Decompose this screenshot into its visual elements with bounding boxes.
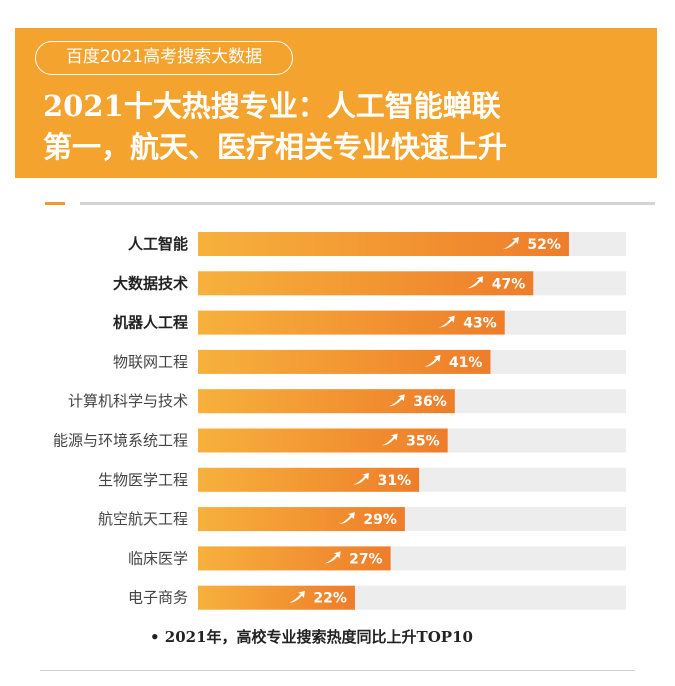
- category-label: 人工智能: [128, 235, 188, 253]
- headline-line-2: 第一，航天、医疗相关专业快速上升: [43, 130, 508, 164]
- bottom-divider: [40, 670, 635, 671]
- bar-9: [198, 546, 391, 571]
- trend-up-icon: [502, 237, 519, 249]
- category-label: 物联网工程: [113, 353, 188, 371]
- trend-up-icon: [338, 512, 355, 525]
- value-label: 27%: [349, 551, 383, 567]
- category-label: 航空航天工程: [98, 510, 188, 528]
- divider-line: [80, 202, 655, 205]
- bar-2: [198, 271, 534, 296]
- trend-up-icon: [388, 394, 405, 407]
- category-label: 生物医学工程: [98, 471, 188, 489]
- category-label: 大数据技术: [113, 274, 188, 292]
- footnote: • 2021年，高校专业搜索热度同比上升TOP10: [150, 628, 473, 646]
- bar-4: [198, 349, 491, 374]
- category-label: 计算机科学与技术: [68, 392, 188, 410]
- trend-up-icon: [324, 551, 341, 564]
- value-label: 22%: [313, 591, 347, 607]
- category-label: 机器人工程: [113, 314, 188, 332]
- trend-up-icon: [353, 472, 370, 485]
- header-banner: 百度2021高考搜索大数据 2021十大热搜专业：人工智能蝉联 第一，航天、医疗…: [15, 28, 657, 178]
- category-label: 临床医学: [128, 549, 188, 567]
- bar-7: [198, 467, 420, 492]
- value-label: 52%: [527, 237, 561, 253]
- value-label: 43%: [463, 316, 497, 332]
- category-label: 能源与环境系统工程: [53, 432, 188, 450]
- value-label: 29%: [363, 512, 397, 528]
- bar-10: [198, 585, 355, 610]
- divider-accent: [45, 202, 65, 205]
- headline: 2021十大热搜专业：人工智能蝉联 第一，航天、医疗相关专业快速上升: [43, 86, 643, 168]
- value-label: 31%: [378, 473, 412, 489]
- value-label: 35%: [406, 434, 440, 450]
- trend-up-icon: [438, 315, 455, 328]
- headline-line-1: 2021十大热搜专业：人工智能蝉联: [43, 89, 501, 123]
- value-label: 36%: [413, 394, 447, 410]
- trend-up-icon: [288, 590, 305, 603]
- trend-up-icon: [381, 433, 398, 446]
- bar-5: [198, 389, 455, 414]
- trend-up-icon: [424, 354, 441, 367]
- value-label: 47%: [492, 276, 526, 292]
- category-label: 电子商务: [128, 589, 188, 607]
- bar-3: [198, 310, 505, 335]
- bar-1: [198, 232, 569, 256]
- trend-up-icon: [467, 276, 484, 289]
- bar-6: [198, 428, 448, 453]
- value-label: 41%: [449, 355, 483, 371]
- source-tag: 百度2021高考搜索大数据: [35, 41, 293, 75]
